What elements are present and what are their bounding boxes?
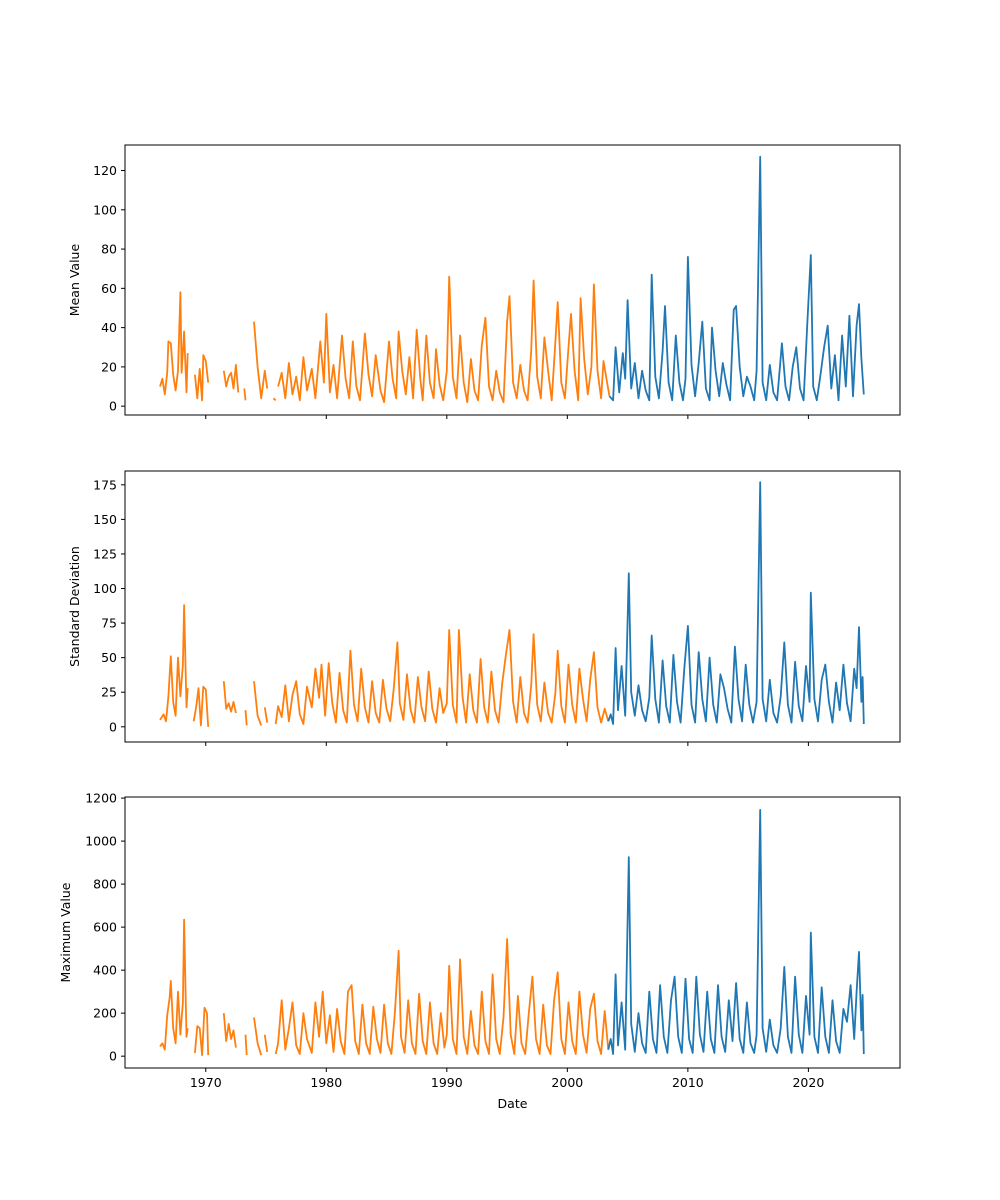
y-axis-label: Maximum Value bbox=[58, 882, 73, 982]
series-1-line-segment bbox=[272, 397, 277, 401]
series-1-line-segment bbox=[253, 1017, 263, 1056]
y-tick-label: 125 bbox=[93, 546, 117, 561]
x-tick-label: 2010 bbox=[672, 1075, 704, 1090]
x-tick-label: 1990 bbox=[431, 1075, 463, 1090]
series-1-line-segment bbox=[243, 388, 247, 401]
y-tick-label: 800 bbox=[93, 877, 117, 892]
x-tick-label: 1980 bbox=[310, 1075, 342, 1090]
axes-frame bbox=[124, 470, 901, 743]
series-1-line-segment bbox=[159, 291, 189, 396]
y-tick-label: 600 bbox=[93, 920, 117, 935]
x-tick-label: 2000 bbox=[551, 1075, 583, 1090]
series-1-line-segment bbox=[253, 321, 269, 400]
series-2-line-segment bbox=[607, 809, 865, 1055]
x-tick-label: 1970 bbox=[190, 1075, 222, 1090]
series-1-line-segment bbox=[222, 363, 240, 393]
y-tick-label: 75 bbox=[101, 616, 117, 631]
axes-frame bbox=[124, 796, 901, 1069]
series-1-line-segment bbox=[192, 685, 210, 727]
y-tick-label: 400 bbox=[93, 963, 117, 978]
series-1-line-segment bbox=[274, 938, 610, 1055]
series-1-line-segment bbox=[277, 275, 611, 404]
chart-panel-3: 0 200 400 600 800 1000 1200 1970 1980 1990 2000 201… bbox=[58, 791, 901, 1111]
series-2-line-segment bbox=[607, 481, 865, 725]
y-tick-label: 25 bbox=[101, 685, 117, 700]
y-tick-label: 20 bbox=[101, 359, 117, 374]
series-1-line-segment bbox=[274, 629, 610, 725]
y-tick-label: 100 bbox=[93, 581, 117, 596]
series-1-line-segment bbox=[222, 1013, 237, 1048]
series-1-line-segment bbox=[244, 710, 248, 726]
y-tick-label: 200 bbox=[93, 1006, 117, 1021]
y-tick-label: 0 bbox=[109, 1049, 117, 1064]
series-1-line-segment bbox=[194, 354, 210, 402]
x-axis-label: Date bbox=[498, 1096, 528, 1111]
x-tick-label: 2020 bbox=[792, 1075, 824, 1090]
y-tick-label: 150 bbox=[93, 512, 117, 527]
y-tick-label: 120 bbox=[93, 163, 117, 178]
y-tick-label: 100 bbox=[93, 202, 117, 217]
axes-frame bbox=[124, 144, 901, 416]
y-axis-label: Standard Deviation bbox=[67, 546, 82, 667]
series-1-line-segment bbox=[244, 1034, 248, 1056]
series-1-line-segment bbox=[159, 604, 189, 723]
series-1-line-segment bbox=[159, 918, 189, 1051]
series-1-line-segment bbox=[253, 681, 263, 726]
series-1-line-segment bbox=[194, 1006, 210, 1056]
series-2-line-segment bbox=[608, 155, 865, 402]
series-1-line-segment bbox=[263, 707, 269, 723]
y-tick-label: 0 bbox=[109, 399, 117, 414]
y-tick-label: 0 bbox=[109, 719, 117, 734]
chart-panel-2: 0 25 50 75 100 125 150 175 Standard Deviation bbox=[67, 470, 901, 746]
y-tick-label: 1000 bbox=[85, 834, 117, 849]
y-axis-label: Mean Value bbox=[67, 244, 82, 317]
y-tick-label: 1200 bbox=[85, 791, 117, 806]
y-tick-label: 40 bbox=[101, 320, 117, 335]
y-tick-label: 60 bbox=[101, 281, 117, 296]
y-tick-label: 50 bbox=[101, 650, 117, 665]
y-tick-label: 80 bbox=[101, 242, 117, 257]
chart-panel-1: 0 20 40 60 80 100 120 Mean Value bbox=[67, 144, 901, 419]
y-tick-label: 175 bbox=[93, 477, 117, 492]
series-1-line-segment bbox=[263, 1034, 269, 1053]
series-1-line-segment bbox=[222, 681, 237, 714]
